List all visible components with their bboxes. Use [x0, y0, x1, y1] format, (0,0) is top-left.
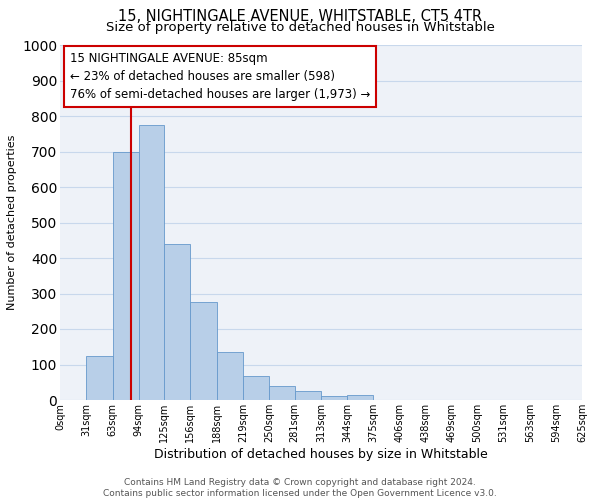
Bar [243, 376, 269, 400]
Bar [322, 396, 347, 400]
Bar [269, 386, 295, 400]
X-axis label: Distribution of detached houses by size in Whitstable: Distribution of detached houses by size … [154, 448, 488, 460]
Text: Size of property relative to detached houses in Whitstable: Size of property relative to detached ho… [106, 21, 494, 34]
Bar [86, 356, 113, 400]
Bar [139, 125, 164, 400]
Bar [190, 302, 217, 400]
Text: 15 NIGHTINGALE AVENUE: 85sqm
← 23% of detached houses are smaller (598)
76% of s: 15 NIGHTINGALE AVENUE: 85sqm ← 23% of de… [70, 52, 370, 101]
Bar [347, 394, 373, 400]
Text: Contains HM Land Registry data © Crown copyright and database right 2024.
Contai: Contains HM Land Registry data © Crown c… [103, 478, 497, 498]
Bar [217, 352, 243, 400]
Bar [164, 244, 190, 400]
Text: 15, NIGHTINGALE AVENUE, WHITSTABLE, CT5 4TR: 15, NIGHTINGALE AVENUE, WHITSTABLE, CT5 … [118, 9, 482, 24]
Bar [113, 152, 139, 400]
Y-axis label: Number of detached properties: Number of detached properties [7, 135, 17, 310]
Bar [295, 391, 322, 400]
